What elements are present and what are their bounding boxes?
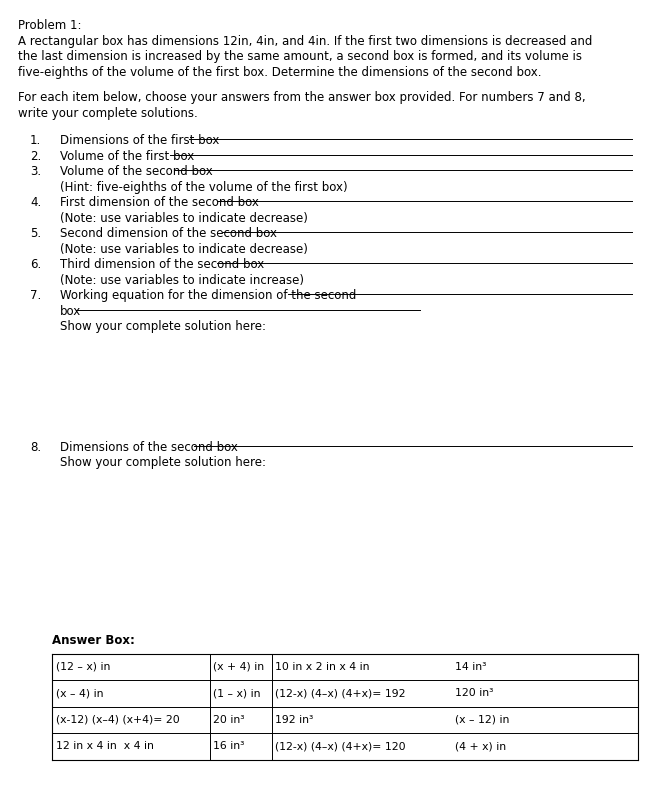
Text: 4.: 4. bbox=[30, 196, 41, 209]
Text: 16 in³: 16 in³ bbox=[213, 741, 244, 751]
Text: 1.: 1. bbox=[30, 134, 41, 147]
Text: (Note: use variables to indicate decrease): (Note: use variables to indicate decreas… bbox=[60, 211, 308, 224]
Text: (12 – x) in: (12 – x) in bbox=[56, 661, 111, 672]
Text: 7.: 7. bbox=[30, 289, 41, 302]
Text: Volume of the second box: Volume of the second box bbox=[60, 165, 213, 178]
Text: Show your complete solution here:: Show your complete solution here: bbox=[60, 320, 266, 333]
Text: 3.: 3. bbox=[30, 165, 41, 178]
Text: 10 in x 2 in x 4 in: 10 in x 2 in x 4 in bbox=[275, 661, 369, 672]
Text: For each item below, choose your answers from the answer box provided. For numbe: For each item below, choose your answers… bbox=[18, 91, 586, 104]
Text: 12 in x 4 in  x 4 in: 12 in x 4 in x 4 in bbox=[56, 741, 154, 751]
Text: First dimension of the second box: First dimension of the second box bbox=[60, 196, 259, 209]
Text: 192 in³: 192 in³ bbox=[275, 715, 313, 725]
Text: Dimensions of the second box: Dimensions of the second box bbox=[60, 440, 238, 453]
Text: 6.: 6. bbox=[30, 258, 41, 271]
Text: A rectangular box has dimensions 12in, 4in, and 4in. If the first two dimensions: A rectangular box has dimensions 12in, 4… bbox=[18, 34, 592, 48]
Text: Working equation for the dimension of the second: Working equation for the dimension of th… bbox=[60, 289, 356, 302]
Text: (Note: use variables to indicate increase): (Note: use variables to indicate increas… bbox=[60, 273, 304, 286]
Text: 2.: 2. bbox=[30, 149, 41, 162]
Text: Second dimension of the second box: Second dimension of the second box bbox=[60, 227, 277, 240]
Text: (x + 4) in: (x + 4) in bbox=[213, 661, 264, 672]
Text: write your complete solutions.: write your complete solutions. bbox=[18, 107, 198, 119]
Text: 120 in³: 120 in³ bbox=[455, 688, 493, 698]
Text: (1 – x) in: (1 – x) in bbox=[213, 688, 261, 698]
Text: (12-x) (4–x) (4+x)= 192: (12-x) (4–x) (4+x)= 192 bbox=[275, 688, 405, 698]
Text: the last dimension is increased by the same amount, a second box is formed, and : the last dimension is increased by the s… bbox=[18, 50, 582, 63]
Text: Third dimension of the second box: Third dimension of the second box bbox=[60, 258, 264, 271]
Text: Problem 1:: Problem 1: bbox=[18, 19, 81, 32]
Text: 14 in³: 14 in³ bbox=[455, 661, 487, 672]
Text: (4 + x) in: (4 + x) in bbox=[455, 741, 506, 751]
Text: Volume of the first box: Volume of the first box bbox=[60, 149, 195, 162]
Text: (Hint: five-eighths of the volume of the first box): (Hint: five-eighths of the volume of the… bbox=[60, 180, 348, 193]
Text: (Note: use variables to indicate decrease): (Note: use variables to indicate decreas… bbox=[60, 242, 308, 255]
Text: (x – 12) in: (x – 12) in bbox=[455, 715, 510, 725]
Text: Dimensions of the first box: Dimensions of the first box bbox=[60, 134, 219, 147]
Text: Answer Box:: Answer Box: bbox=[52, 634, 135, 646]
Text: (x-12) (x–4) (x+4)= 20: (x-12) (x–4) (x+4)= 20 bbox=[56, 715, 179, 725]
Text: (12-x) (4–x) (4+x)= 120: (12-x) (4–x) (4+x)= 120 bbox=[275, 741, 405, 751]
Text: Show your complete solution here:: Show your complete solution here: bbox=[60, 456, 266, 469]
Text: 5.: 5. bbox=[30, 227, 41, 240]
Text: five-eighths of the volume of the first box. Determine the dimensions of the sec: five-eighths of the volume of the first … bbox=[18, 65, 542, 79]
Text: (x – 4) in: (x – 4) in bbox=[56, 688, 103, 698]
Text: 20 in³: 20 in³ bbox=[213, 715, 244, 725]
Text: 8.: 8. bbox=[30, 440, 41, 453]
Text: box: box bbox=[60, 304, 81, 317]
